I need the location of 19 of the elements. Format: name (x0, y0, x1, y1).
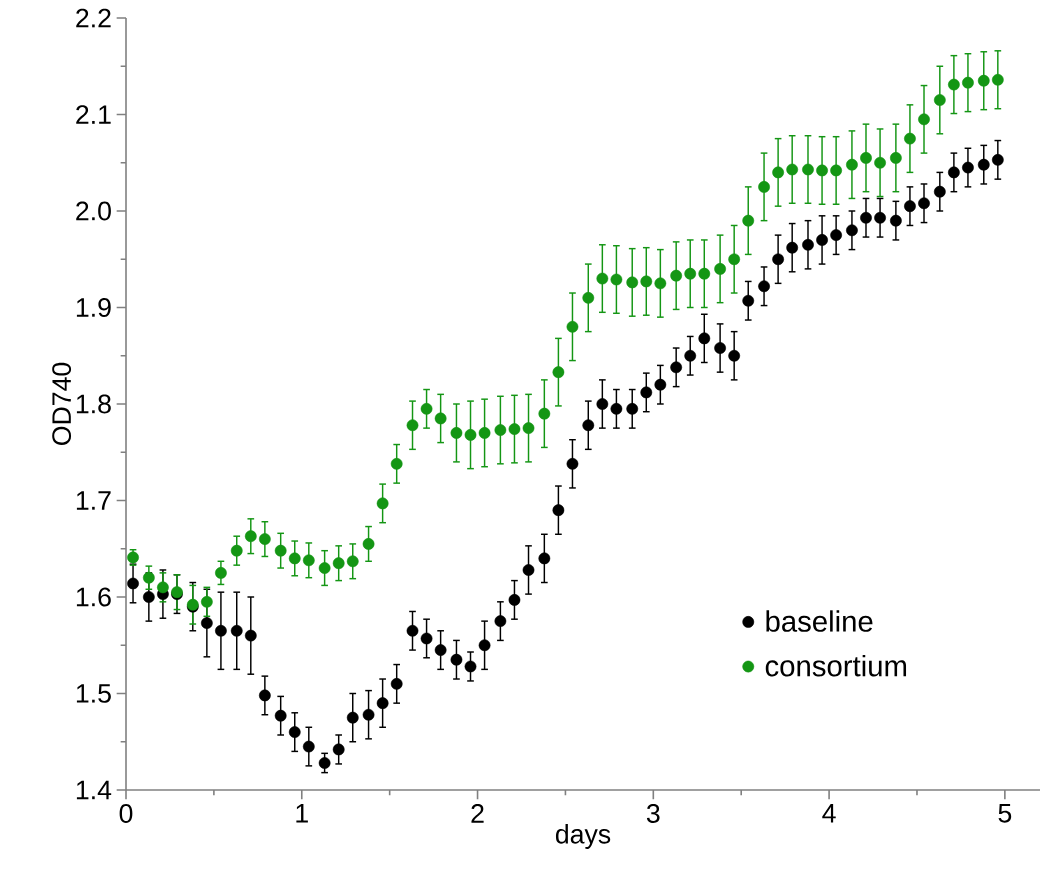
y-tick-label: 1.4 (76, 780, 112, 800)
x-tick-label: 0 (119, 804, 133, 823)
y-axis-title: OD740 (52, 362, 72, 445)
x-tick-label: 3 (646, 804, 660, 823)
legend-label: consortium (765, 654, 907, 677)
x-tick-label: 2 (471, 804, 484, 823)
y-tick-label: 2.2 (76, 8, 111, 28)
y-tick-label: 1.9 (76, 298, 111, 317)
y-tick-label: 1.6 (76, 587, 111, 607)
y-tick-label: 1.7 (76, 491, 111, 510)
x-tick-label: 5 (998, 804, 1012, 823)
x-axis-title: days (555, 824, 611, 849)
y-tick-label: 2.0 (76, 201, 111, 221)
y-tick-label: 1.5 (76, 684, 111, 703)
y-tick-label: 2.1 (76, 105, 111, 124)
x-tick-label: 4 (822, 804, 836, 823)
y-tick-label: 1.8 (76, 394, 111, 414)
x-tick-label: 1 (296, 804, 308, 823)
legend-label: baseline (766, 610, 873, 632)
